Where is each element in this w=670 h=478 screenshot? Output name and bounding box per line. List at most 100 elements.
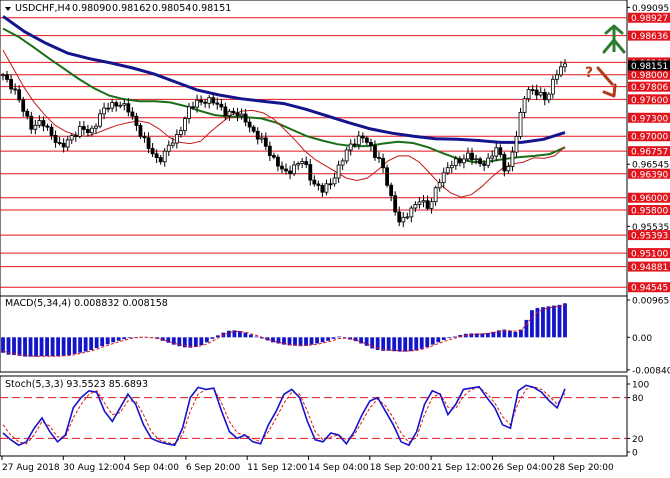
candle-body — [102, 107, 106, 115]
macd-bar — [204, 337, 209, 343]
candle-body — [385, 167, 390, 186]
candle-body — [538, 91, 543, 96]
macd-bar — [12, 337, 16, 356]
moving-averages — [2, 15, 566, 198]
candle-body — [90, 127, 94, 134]
candle-body — [49, 126, 54, 136]
candle-body — [437, 182, 442, 189]
macd-bar — [56, 337, 61, 357]
current-price-box — [628, 60, 670, 71]
y-tick-label: 0.95535 — [632, 223, 669, 233]
chart-header: USDCHF,H4 0.98090 0.98162 0.98054 0.9815… — [5, 3, 231, 14]
arrow-down-icon — [596, 66, 614, 86]
level-label-box — [628, 230, 670, 241]
candle-body — [360, 135, 365, 139]
candle-body — [308, 164, 313, 181]
macd-bar — [524, 319, 529, 338]
ma-slow-line — [2, 15, 566, 144]
macd-bar — [359, 337, 364, 344]
candle-body — [223, 106, 228, 117]
macd-bar — [193, 337, 198, 347]
candle-body — [284, 168, 288, 172]
macd-bar — [28, 337, 33, 357]
candle-body — [344, 149, 349, 162]
x-tick-label: 11 Sep 12:00 — [247, 463, 307, 473]
macd-bar — [541, 307, 545, 338]
arrow-down-icon — [602, 83, 617, 98]
candle-body — [563, 63, 567, 68]
macd-bar — [39, 337, 44, 357]
candle-body — [555, 74, 559, 80]
macd-bar — [452, 336, 457, 338]
macd-bar — [23, 337, 27, 357]
macd-bar — [331, 337, 336, 339]
candle-body — [490, 155, 495, 159]
candle-body — [510, 151, 515, 167]
forecast-arrows: ? — [585, 24, 626, 98]
stoch-signal-line — [2, 386, 566, 445]
macd-bar — [337, 336, 342, 338]
macd-bar — [171, 337, 176, 345]
candle-body — [130, 111, 135, 117]
macd-bar — [166, 337, 171, 343]
candle-body — [292, 164, 297, 175]
macd-bar — [254, 336, 259, 338]
candle-body — [526, 89, 531, 100]
candle-body — [187, 106, 191, 119]
candle-body — [138, 125, 143, 137]
macd-plot: 0.009653 0.00 -0.008406 — [1, 296, 670, 376]
macd-bar — [100, 337, 105, 347]
macd-bar — [496, 330, 501, 338]
dropdown-triangle-icon[interactable] — [5, 7, 11, 11]
candle-body — [45, 125, 50, 128]
macd-bar — [94, 337, 99, 349]
candle-body — [25, 110, 30, 117]
candle-body — [494, 147, 499, 157]
macd-bar — [304, 337, 308, 346]
macd-bar — [232, 330, 237, 338]
candle-body — [369, 141, 373, 147]
candle-body — [77, 126, 82, 137]
candle-body — [462, 158, 466, 164]
candle-body — [328, 183, 333, 186]
candle-body — [231, 110, 236, 114]
macd-bar — [199, 337, 204, 346]
level-label-box — [628, 69, 670, 80]
candle-body — [296, 163, 301, 166]
macd-bar — [425, 337, 430, 347]
candle-body — [445, 167, 450, 174]
macd-bar — [111, 337, 116, 343]
question-mark-icon: ? — [585, 65, 593, 81]
macd-bar — [320, 337, 325, 343]
macd-bar — [78, 337, 83, 353]
macd-bar — [276, 337, 281, 344]
y-tick-label: 0.96545 — [632, 161, 669, 171]
candle-body — [21, 99, 26, 112]
macd-bar — [436, 337, 441, 343]
macd-bar — [491, 331, 496, 338]
candle-body — [5, 74, 9, 80]
macd-bar — [513, 331, 518, 338]
candle-body — [364, 137, 369, 143]
macd-bar — [469, 333, 474, 338]
x-tick-label: 28 Sep 20:00 — [554, 463, 614, 473]
candle-body — [65, 139, 70, 148]
candle-body — [397, 211, 402, 223]
candle-body — [247, 121, 252, 128]
candle-body — [183, 118, 187, 131]
macd-bar — [1, 337, 5, 353]
open-value: 0.98090 — [72, 3, 111, 14]
level-label: 0.97000 — [631, 133, 668, 143]
macd-bar — [480, 333, 485, 338]
macd-bar — [271, 337, 275, 343]
candle-body — [340, 160, 345, 166]
macd-bar — [397, 337, 402, 352]
stoch-title: Stoch(5,3,3) 93.5523 85.6893 — [5, 379, 148, 390]
macd-bar — [45, 337, 49, 357]
candle-body — [304, 161, 309, 165]
macd-bar — [67, 337, 72, 356]
candle-body — [506, 166, 511, 172]
candle-body — [53, 134, 58, 143]
candle-body — [118, 104, 123, 107]
macd-signal-line — [2, 305, 566, 357]
